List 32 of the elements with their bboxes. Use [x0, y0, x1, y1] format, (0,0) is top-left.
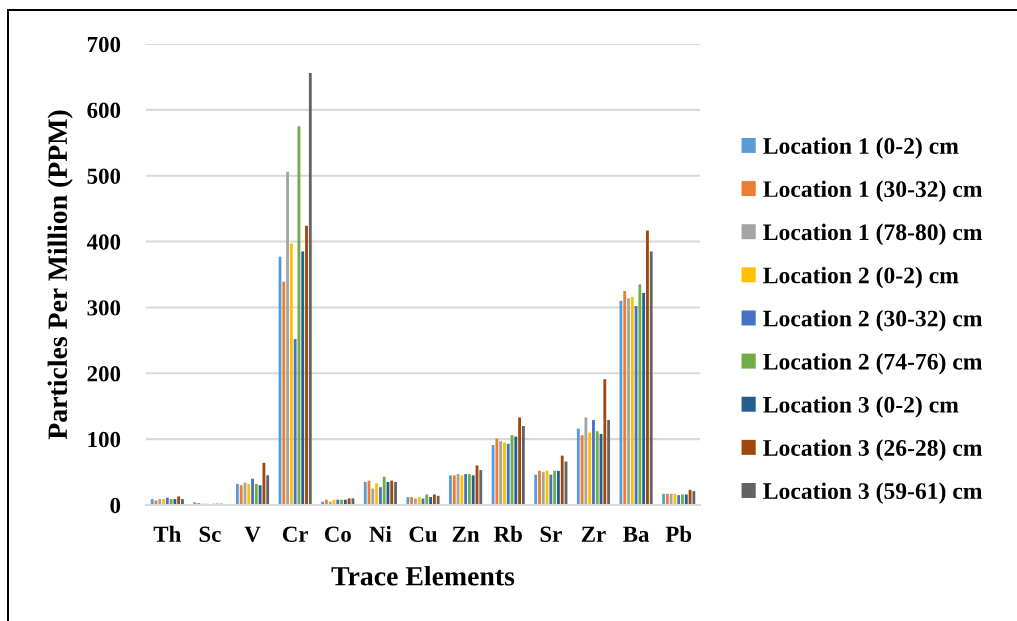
legend-label: Location 1 (0-2) cm	[763, 137, 959, 159]
y-tick-label: 500	[87, 168, 121, 184]
legend-label: Location 1 (78-80) cm	[763, 223, 983, 246]
y-tick-label: 400	[86, 234, 121, 250]
y-tick-label: 100	[88, 431, 121, 448]
x-tick-label: Zn	[452, 526, 480, 542]
x-tick-label: Cu	[409, 526, 438, 543]
y-tick-label: 0	[110, 497, 121, 514]
legend-label: Location 3 (0-2) cm	[763, 396, 959, 418]
x-tick-label: Th	[153, 525, 181, 542]
y-tick-label: 700	[87, 36, 121, 53]
x-tick-label: Sc	[199, 526, 221, 542]
legend-label: Location 2 (30-32) cm	[763, 309, 983, 332]
x-tick-label: Cr	[282, 526, 309, 542]
legend-label: Location 3 (59-61) cm	[763, 482, 983, 504]
x-axis-title: Trace Elements	[331, 566, 515, 586]
x-tick-label: Ba	[623, 526, 650, 542]
x-tick-label: V	[244, 526, 261, 543]
x-tick-label: Zr	[581, 526, 606, 542]
y-tick-label: 200	[87, 366, 121, 382]
x-tick-label: Rb	[493, 525, 522, 542]
y-axis-title: Particles Per Million (PPM)	[47, 110, 73, 440]
legend-label: Location 2 (74-76) cm	[763, 353, 983, 375]
x-tick-label: Co	[324, 526, 351, 542]
y-tick-label: 300	[87, 300, 121, 316]
x-tick-label: Pb	[665, 525, 692, 542]
y-tick-label: 600	[87, 102, 121, 119]
x-tick-label: Ni	[369, 525, 392, 542]
legend-label: Location 2 (0-2) cm	[763, 266, 959, 289]
x-tick-label: Sr	[540, 526, 562, 542]
legend-label: Location 3 (26-28) cm	[763, 439, 983, 461]
legend-label: Location 1 (30-32) cm	[763, 180, 983, 202]
